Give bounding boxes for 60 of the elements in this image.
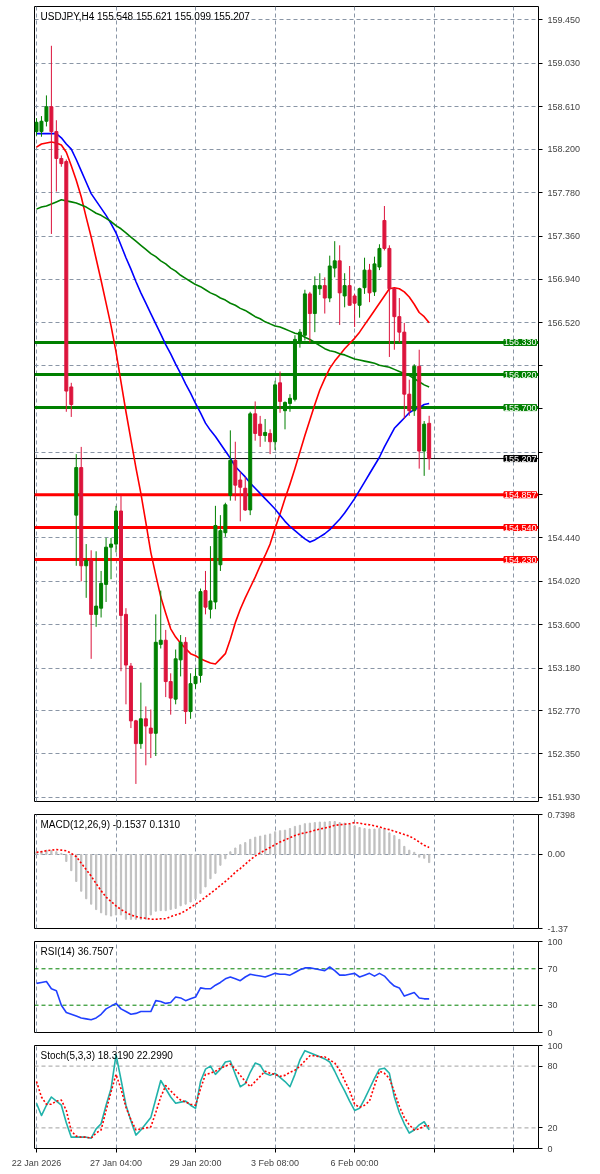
x-tick-label: 27 Jan 04:00 [89,1157,143,1168]
y-tick-label: 152.770 [547,705,581,716]
candlestick [143,705,148,766]
ref-line-label: 156.020 [503,369,537,380]
y-tick-label: 153.600 [547,619,581,630]
y-tick-label: 80 [547,1061,558,1072]
chart-title: RSI(14) 36.7507 [40,945,115,957]
y-tick-label: 153.180 [547,663,581,674]
line-series [35,821,430,921]
y-tick-label: 100 [547,1040,563,1051]
candlestick [268,428,273,455]
candlestick [342,272,347,308]
y-tick-label: 157.780 [547,187,581,198]
y-tick-label: 156.520 [547,317,581,328]
chart-title: Stoch(5,3,3) 18.3190 22.2990 [40,1049,174,1061]
ref-line-label: 154.230 [503,554,537,565]
x-tick-label: 6 Feb 00:00 [330,1157,379,1168]
y-tick-label: 151.930 [547,792,581,803]
candlestick [94,550,99,628]
line-series [35,966,430,1021]
candlestick [203,570,208,615]
ref-line-label: 154.540 [503,522,537,533]
x-tick-label: 29 Jan 20:00 [169,1157,222,1168]
y-tick-label: 154.020 [547,576,581,587]
y-tick-label: 20 [547,1122,558,1133]
candlestick [278,370,283,414]
candlestick [253,400,258,442]
y-tick-label: 158.610 [547,101,581,112]
candlestick [263,418,268,443]
ref-line-label: 155.700 [503,402,537,413]
y-tick-label: 0 [547,1027,553,1038]
chart-title: USDJPY,H4 155.548 155.621 155.099 155.207 [40,10,251,22]
candlestick [367,263,372,303]
y-tick-label: 157.360 [547,231,581,242]
x-tick-label: 22 Jan 2026 [11,1157,62,1168]
y-tick-label: 156.940 [547,274,581,285]
y-tick-label: 158.200 [547,144,581,155]
candlestick [307,291,312,343]
ref-line-label: 154.857 [503,489,537,500]
y-tick-label: 70 [547,963,558,974]
candlestick [243,476,248,512]
ref-line-label: 155.207 [503,453,537,464]
x-tick-label: 3 Feb 08:00 [251,1157,300,1168]
y-tick-label: -1.37 [547,923,569,934]
candlestick [322,276,327,315]
y-tick-label: 0 [547,1143,553,1154]
y-tick-label: 0.7398 [547,809,576,820]
candlestick [362,257,367,295]
y-tick-label: 159.450 [547,14,581,25]
y-tick-label: 0.00 [547,849,566,860]
y-tick-label: 100 [547,936,563,947]
y-tick-label: 152.350 [547,748,581,759]
y-tick-label: 159.030 [547,58,581,69]
candlestick [148,708,153,759]
chart-title: MACD(12,26,9) -0.1537 0.1310 [40,818,181,830]
y-tick-label: 154.440 [547,532,581,543]
candlestick [357,287,362,319]
candlestick [84,543,89,599]
ref-line-label: 156.330 [503,337,537,348]
y-tick-label: 30 [547,1000,558,1011]
